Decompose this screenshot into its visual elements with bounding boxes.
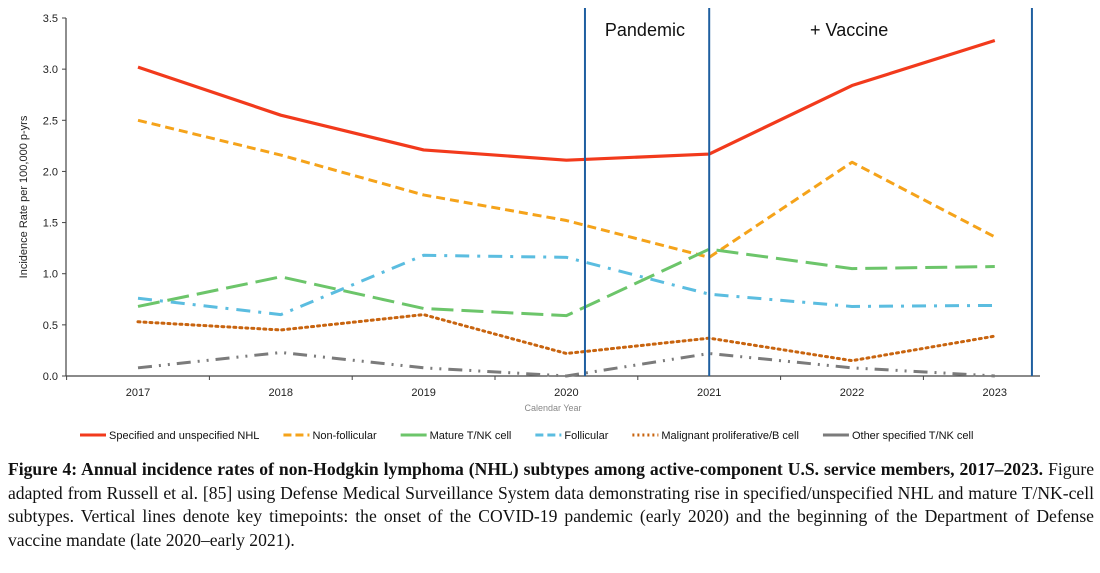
y-tick-label: 2.0: [43, 166, 58, 178]
annotation-label: Pandemic: [605, 20, 685, 40]
figure-caption: Figure 4: Annual incidence rates of non-…: [8, 458, 1094, 552]
line-chart: 0.0 0.5 1.0 1.5 2.0 2.5 3.0 3.5 2017 2018 2019 2020…: [18, 8, 1040, 442]
x-tick-label: 2021: [697, 387, 721, 399]
annotation-label: + Vaccine: [810, 20, 888, 40]
series-line-specified-and-unspecified-nhl: [137, 38, 996, 162]
y-tick-label: 3.5: [43, 13, 58, 25]
caption-title: Figure 4: Annual incidence rates of non-…: [8, 459, 1044, 479]
legend-label: Follicular: [564, 430, 608, 442]
y-axis-label: Incidence Rate per 100,000 p-yrs: [18, 115, 30, 278]
x-tick-label: 2023: [983, 387, 1007, 399]
series-line-mature-t-nk-cell: [137, 247, 995, 318]
legend-label: Malignant proliferative/B cell: [661, 430, 799, 442]
legend-label: Other specified T/NK cell: [852, 430, 973, 442]
series-line-follicular: [137, 253, 995, 317]
y-tick-label: 0.5: [43, 320, 58, 332]
x-tick-label: 2019: [411, 387, 435, 399]
series-line-malignant-proliferative-b-cell: [136, 313, 997, 363]
y-tick-label: 2.5: [43, 115, 58, 127]
x-tick-label: 2017: [126, 387, 150, 399]
y-tick-label: 1.5: [43, 218, 58, 230]
x-tick-label: 2018: [269, 387, 293, 399]
y-tick-label: 0.0: [43, 371, 58, 383]
series-line-non-follicular: [137, 118, 996, 259]
y-tick-label: 3.0: [43, 64, 58, 76]
x-tick-label: 2020: [554, 387, 578, 399]
legend-label: Mature T/NK cell: [430, 430, 512, 442]
x-axis-label: Calendar Year: [524, 403, 581, 413]
legend-label: Specified and unspecified NHL: [109, 430, 259, 442]
caption-text: Figure adapted from Russell et al. [85] …: [8, 459, 1095, 550]
legend-label: Non-follicular: [312, 430, 377, 442]
series-line-other-specified-t-nk-cell: [137, 350, 995, 378]
y-tick-label: 1.0: [43, 269, 58, 281]
x-tick-label: 2022: [840, 387, 864, 399]
